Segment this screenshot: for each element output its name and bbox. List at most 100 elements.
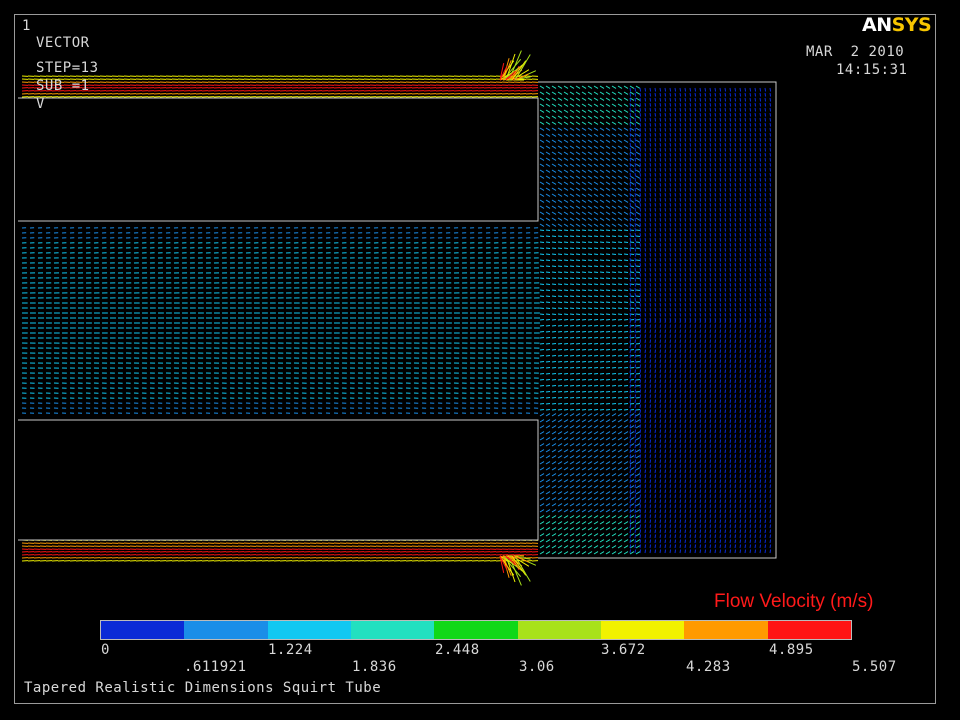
velocity-vector <box>593 163 599 167</box>
velocity-vector <box>545 539 551 543</box>
velocity-vector <box>605 217 611 221</box>
velocity-vector <box>557 413 563 417</box>
velocity-vector <box>587 449 593 453</box>
velocity-vector <box>575 169 581 173</box>
velocity-vector <box>617 455 623 459</box>
velocity-vector <box>593 473 599 477</box>
velocity-vector <box>581 521 587 525</box>
velocity-vector <box>575 527 581 531</box>
velocity-vector <box>581 223 587 227</box>
velocity-vector <box>551 103 557 107</box>
velocity-vector <box>508 555 522 571</box>
velocity-vector <box>599 217 605 221</box>
velocity-vector <box>563 133 569 137</box>
velocity-vector <box>557 103 563 107</box>
velocity-vector <box>617 425 623 429</box>
velocity-vector <box>551 223 557 227</box>
velocity-vector <box>557 217 563 221</box>
velocity-vector <box>587 431 593 435</box>
velocity-vector <box>617 461 623 465</box>
velocity-vector <box>545 455 551 459</box>
velocity-vector <box>581 539 587 543</box>
velocity-vector <box>539 205 545 209</box>
velocity-vector <box>587 479 593 483</box>
velocity-vector <box>551 121 557 125</box>
velocity-vector <box>575 461 581 465</box>
velocity-vector <box>593 133 599 137</box>
velocity-vector <box>569 509 575 513</box>
velocity-vector <box>611 455 617 459</box>
velocity-vector <box>539 175 545 179</box>
velocity-vector <box>611 211 617 215</box>
velocity-vector <box>575 157 581 161</box>
velocity-vector <box>617 449 623 453</box>
velocity-vector <box>569 97 575 101</box>
velocity-vector <box>569 223 575 227</box>
velocity-vector <box>605 163 611 167</box>
velocity-vector <box>545 127 551 131</box>
velocity-vector <box>551 109 557 113</box>
velocity-vector <box>569 193 575 197</box>
velocity-vector <box>563 473 569 477</box>
velocity-vector <box>611 539 617 543</box>
velocity-vector <box>581 461 587 465</box>
velocity-vector <box>617 473 623 477</box>
velocity-vector <box>563 425 569 429</box>
velocity-vector <box>569 169 575 173</box>
velocity-vector <box>587 551 593 555</box>
velocity-vector <box>605 473 611 477</box>
velocity-vector <box>545 527 551 531</box>
velocity-vector <box>551 449 557 453</box>
velocity-vector <box>581 139 587 143</box>
velocity-vector <box>499 555 508 571</box>
velocity-vector <box>539 121 545 125</box>
velocity-vector <box>611 145 617 149</box>
velocity-vector <box>557 97 563 101</box>
velocity-vector <box>575 551 581 555</box>
velocity-vector <box>569 545 575 549</box>
velocity-vector <box>557 157 563 161</box>
velocity-vector <box>575 455 581 459</box>
velocity-vector <box>611 437 617 441</box>
velocity-vector <box>605 443 611 447</box>
velocity-vector <box>551 461 557 465</box>
velocity-vector <box>605 109 611 113</box>
velocity-vector <box>563 187 569 191</box>
velocity-vector <box>617 443 623 447</box>
velocity-vector <box>593 121 599 125</box>
velocity-vector <box>599 539 605 543</box>
velocity-vector <box>605 449 611 453</box>
velocity-vector <box>599 461 605 465</box>
velocity-vector <box>545 97 551 101</box>
velocity-vector <box>605 133 611 137</box>
velocity-vector <box>575 97 581 101</box>
velocity-vector <box>587 443 593 447</box>
velocity-vector <box>581 151 587 155</box>
velocity-vector <box>611 199 617 203</box>
velocity-vector <box>611 491 617 495</box>
velocity-vector <box>605 115 611 119</box>
velocity-vector <box>539 199 545 203</box>
velocity-vector <box>539 539 545 543</box>
velocity-vector <box>587 515 593 519</box>
velocity-vector <box>599 443 605 447</box>
velocity-vector <box>581 169 587 173</box>
velocity-vector <box>617 97 623 101</box>
velocity-vector <box>593 97 599 101</box>
velocity-vector <box>593 533 599 537</box>
velocity-vector <box>545 139 551 143</box>
velocity-vector <box>551 425 557 429</box>
velocity-vector <box>551 443 557 447</box>
velocity-vector <box>569 449 575 453</box>
velocity-vector <box>581 103 587 107</box>
velocity-vector <box>551 491 557 495</box>
velocity-vector <box>539 169 545 173</box>
velocity-vector <box>569 109 575 113</box>
velocity-vector <box>581 479 587 483</box>
velocity-vector <box>502 60 512 81</box>
velocity-vector <box>539 521 545 525</box>
velocity-vector <box>593 181 599 185</box>
velocity-vector <box>545 491 551 495</box>
velocity-vector <box>611 169 617 173</box>
velocity-vector <box>545 223 551 227</box>
